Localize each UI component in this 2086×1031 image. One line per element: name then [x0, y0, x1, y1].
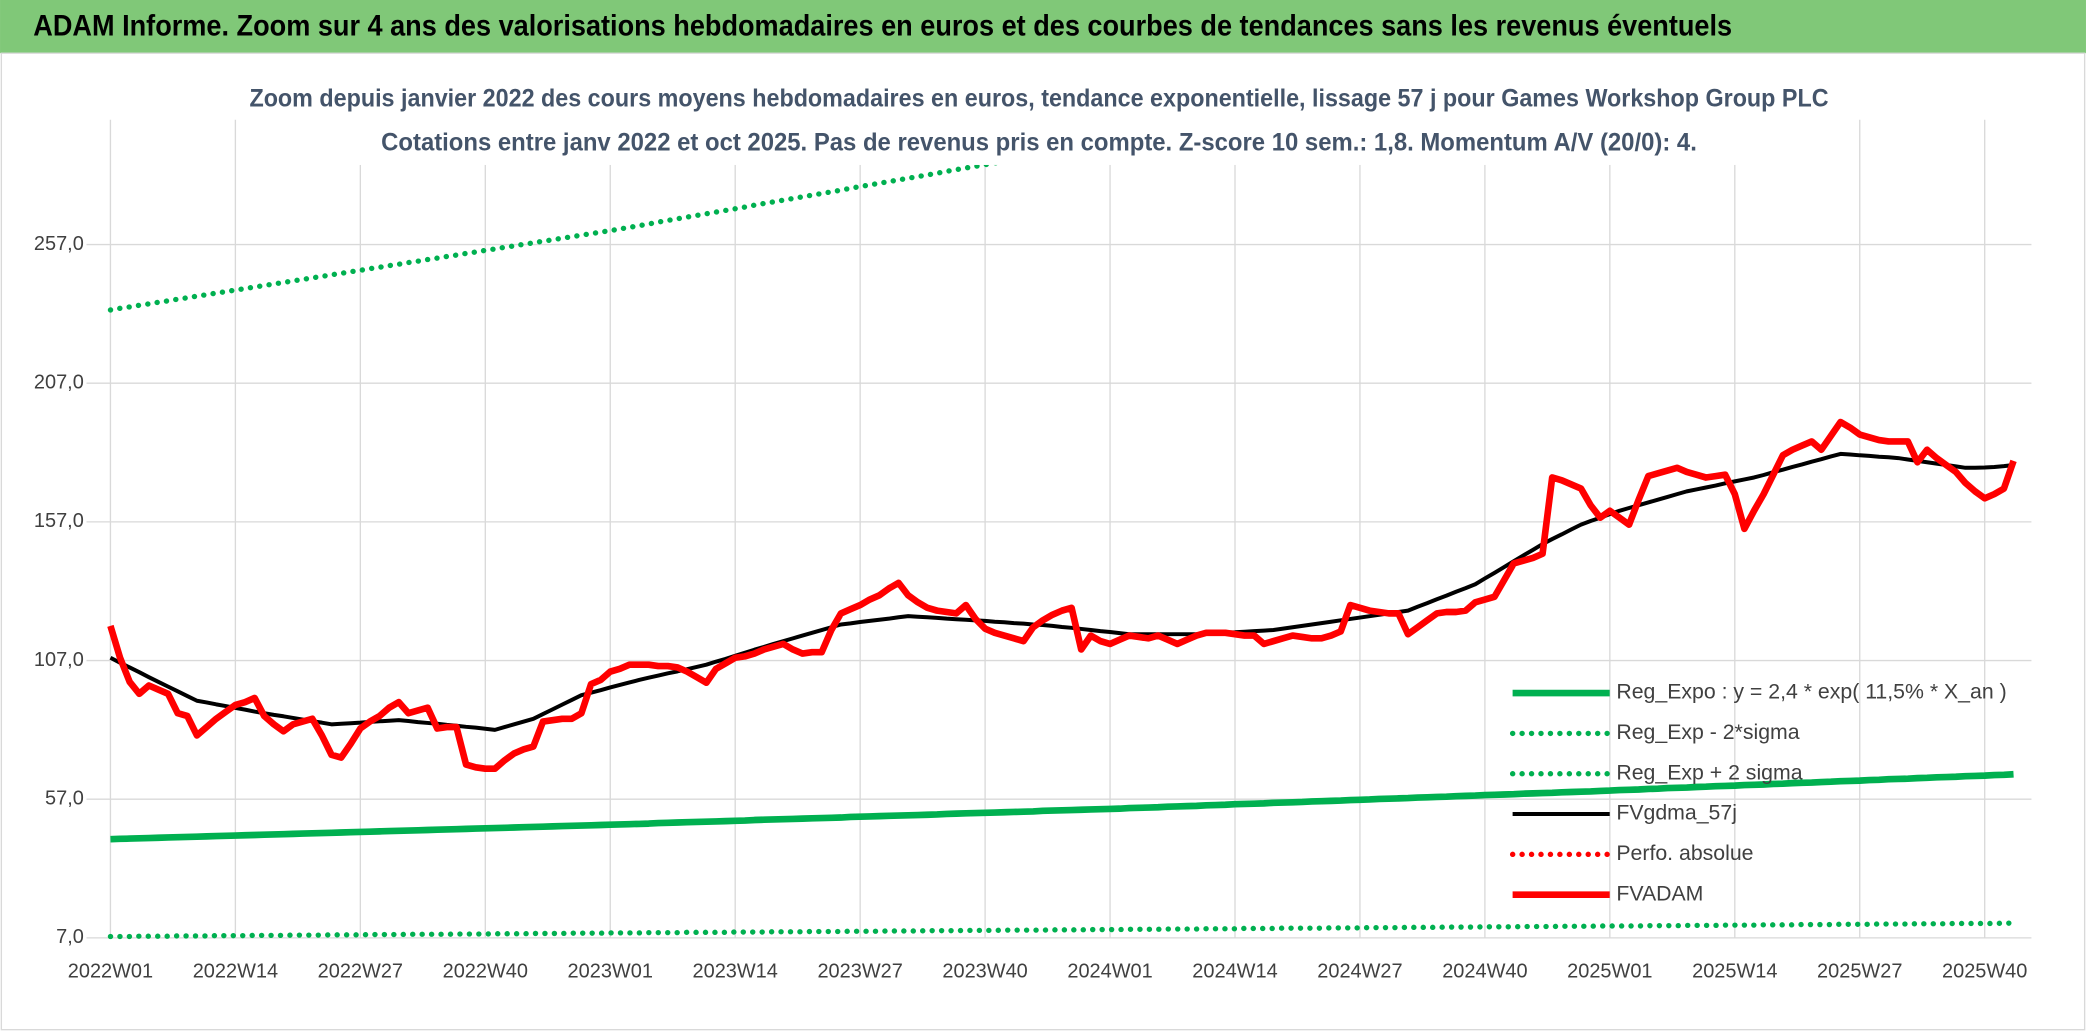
y-tick-label: 57,0 — [45, 787, 84, 809]
legend-label: FVADAM — [1616, 881, 1703, 905]
x-tick-label: 2023W14 — [693, 961, 778, 983]
chart-title: Zoom depuis janvier 2022 des cours moyen… — [249, 84, 1828, 112]
y-tick-label: 7,0 — [56, 926, 84, 948]
legend-label: Reg_Exp + 2 sigma — [1616, 760, 1802, 784]
legend-label: Reg_Expo : y = 2,4 * exp( 11,5% * X_an ) — [1616, 680, 2006, 704]
x-tick-label: 2024W27 — [1317, 961, 1402, 983]
x-tick-label: 2024W01 — [1067, 961, 1152, 983]
x-tick-label: 2022W14 — [193, 961, 278, 983]
x-tick-label: 2025W27 — [1817, 961, 1902, 983]
chart-frame — [0, 52, 2086, 1031]
y-tick-label: 257,0 — [34, 233, 84, 255]
x-tick-label: 2025W14 — [1692, 961, 1777, 983]
x-tick-label: 2023W40 — [942, 961, 1027, 983]
legend: Reg_Expo : y = 2,4 * exp( 11,5% * X_an )… — [1509, 680, 2007, 905]
y-tick-label: 157,0 — [34, 510, 84, 532]
x-tick-label: 2023W27 — [817, 961, 902, 983]
series-line — [110, 770, 2014, 843]
legend-label: Perfo. absolue — [1616, 841, 1753, 865]
y-tick-label: 107,0 — [34, 649, 84, 671]
series-line — [107, 418, 2017, 773]
x-tick-label: 2024W40 — [1442, 961, 1527, 983]
x-tick-label: 2024W14 — [1192, 961, 1277, 983]
x-tick-label: 2022W01 — [68, 961, 153, 983]
header-bar — [0, 0, 2086, 54]
plot-area: 7,0 57,0 107,0 157,0 207,0 257,0 2022W01 2022W1… — [34, 119, 2032, 983]
series-line — [109, 451, 2014, 732]
series-line — [107, 920, 2017, 940]
legend-label: Reg_Exp - 2*sigma — [1616, 720, 1799, 744]
x-tick-label: 2025W01 — [1567, 961, 1652, 983]
header-title: ADAM Informe. Zoom sur 4 ans des valoris… — [33, 11, 1732, 43]
y-tick-label: 207,0 — [34, 371, 84, 393]
legend-label: FVgdma_57j — [1616, 801, 1737, 825]
x-tick-label: 2023W01 — [568, 961, 653, 983]
x-tick-label: 2022W40 — [443, 961, 528, 983]
x-tick-label: 2025W40 — [1942, 961, 2027, 983]
chart-subtitle: Cotations entre janv 2022 et oct 2025. P… — [381, 128, 1697, 156]
x-tick-label: 2022W27 — [318, 961, 403, 983]
title-background — [332, 77, 1770, 165]
